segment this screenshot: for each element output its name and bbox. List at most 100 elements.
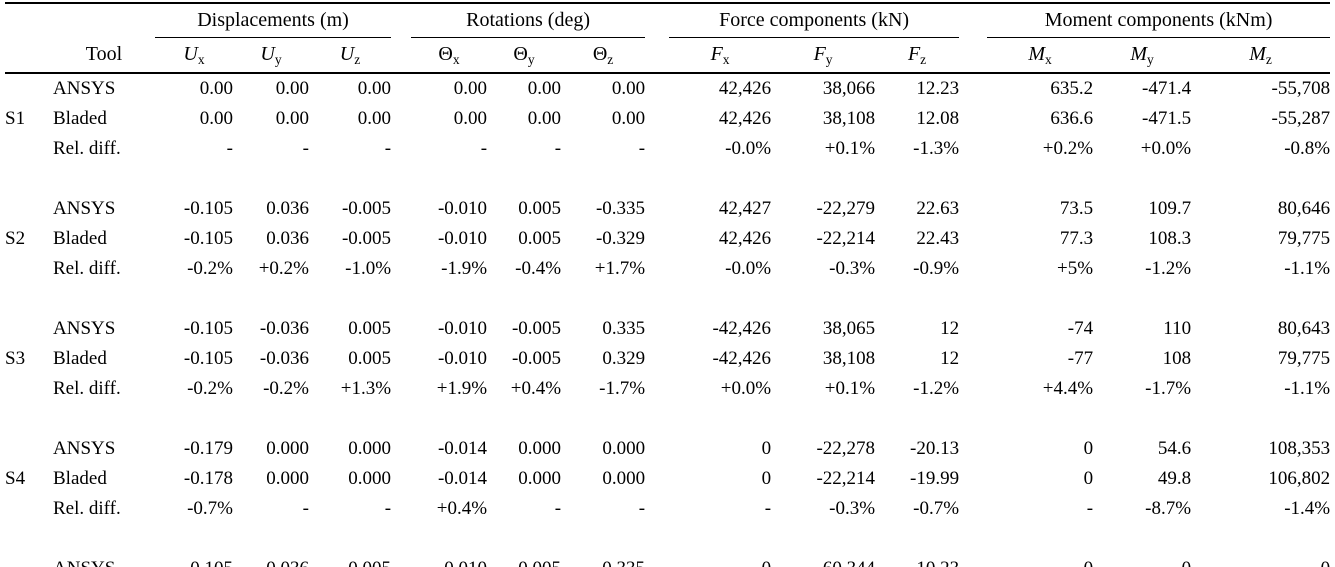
gap-cell: [391, 554, 411, 567]
cell-value: -0.335: [595, 198, 646, 219]
cell-uz: 0.005: [309, 314, 391, 344]
cell-tz: -: [561, 134, 645, 164]
cell-value: -42,426: [712, 318, 772, 339]
cell-value: 0.00: [453, 108, 488, 129]
cell-value: 0.036: [266, 228, 309, 249]
cell-value: +0.2%: [1042, 138, 1094, 159]
cell-ux: -: [155, 134, 233, 164]
col-group-title: Moment components (kNm): [1044, 9, 1273, 31]
cell-ux: -0.179: [155, 434, 233, 464]
cell-uz: -1.0%: [309, 254, 391, 284]
gap-cell: [959, 194, 987, 224]
tool-cell: Bladed: [53, 224, 155, 254]
gap-cell: [645, 554, 669, 567]
cell-ux: -0.105: [155, 554, 233, 567]
cell-value: +0.1%: [824, 378, 876, 399]
cell-value: 108: [1162, 348, 1192, 369]
gap-cell: [391, 134, 411, 164]
gap-cell: [959, 464, 987, 494]
cell-mz: 108,353: [1191, 434, 1330, 464]
cell-ty: 0.000: [487, 464, 561, 494]
cell-mx: 0: [987, 434, 1094, 464]
col-header-uz: Uz: [309, 37, 392, 74]
cell-value: +4.4%: [1042, 378, 1094, 399]
cell-value: 109.7: [1148, 198, 1192, 219]
gap-cell: [959, 104, 987, 134]
cell-value: 60,344: [823, 558, 875, 567]
cell-value: -1.0%: [345, 258, 392, 279]
cell-mz: -55,708: [1191, 73, 1331, 104]
cell-value: 0.005: [518, 228, 562, 249]
cell-fx: 42,426: [669, 73, 771, 104]
gap-cell: [391, 494, 411, 524]
tool-cell: ANSYS: [53, 73, 155, 104]
cell-uy: -0.2%: [233, 374, 309, 404]
cell-mx: -77: [987, 344, 1093, 374]
col-header-uy: Uy: [233, 37, 309, 74]
cell-value: -0.8%: [1284, 138, 1331, 159]
gap-cell: [391, 434, 411, 464]
cell-value: -22,214: [816, 468, 876, 489]
comparison-table: Displacements (m) Rotations (deg) Force co…: [5, 2, 1331, 567]
tool-name: ANSYS: [53, 78, 116, 99]
cell-uz: -0.005: [309, 554, 391, 567]
gap-cell: [391, 2, 412, 38]
cell-value: 22.43: [916, 228, 960, 249]
col-header-symbol: F: [710, 42, 723, 65]
tool-cell: Rel. diff.: [53, 254, 155, 284]
cell-my: -1.2%: [1093, 254, 1191, 284]
cell-value: -0.2%: [187, 258, 233, 279]
cell-value: -0.105: [184, 558, 233, 567]
col-header-my: My: [1093, 37, 1192, 74]
cell-value: -0.014: [437, 438, 488, 459]
cell-uy: 0.000: [233, 434, 309, 464]
col-header-mz: Mz: [1191, 37, 1331, 74]
cell-fx: 42,426: [669, 104, 771, 134]
cell-value: -0.3%: [829, 498, 876, 519]
column-group-row: Displacements (m) Rotations (deg) Force co…: [5, 2, 1331, 38]
tool-cell: Rel. diff.: [53, 134, 155, 164]
cell-uy: 0.036: [233, 224, 309, 254]
col-group-forces: Force components (kN): [669, 2, 960, 38]
col-group-displacements: Displacements (m): [155, 2, 392, 38]
cell-uz: -: [309, 494, 391, 524]
row-group-label: S2: [5, 228, 26, 249]
cell-mz: 106,802: [1191, 464, 1330, 494]
tool-cell: ANSYS: [53, 194, 155, 224]
cell-uy: 0.036: [233, 554, 309, 567]
tool-name: Rel. diff.: [53, 498, 121, 519]
cell-mx: 635.2: [987, 73, 1093, 104]
col-header-fz: Fz: [875, 37, 960, 74]
cell-value: 80,646: [1277, 198, 1331, 219]
cell-uz: 0.000: [309, 434, 391, 464]
cell-value: 0.00: [453, 78, 488, 99]
cell-value: 0.000: [602, 438, 646, 459]
cell-value: 0.00: [527, 108, 562, 129]
tool-name: ANSYS: [53, 558, 115, 567]
cell-value: -: [1086, 498, 1094, 519]
col-header-mx: Mx: [987, 37, 1094, 74]
cell-value: 38,108: [822, 348, 876, 369]
cell-value: 22.63: [916, 198, 960, 219]
col-header-symbol: U: [183, 42, 198, 65]
cell-tz: +1.7%: [561, 254, 645, 284]
gap-cell: [391, 314, 411, 344]
cell-value: -42,426: [712, 348, 772, 369]
cell-fy: 60,344: [771, 554, 875, 567]
cell-value: 79,775: [1277, 348, 1331, 369]
cell-fz: -0.9%: [875, 254, 959, 284]
table-row-s1-0: S1 ANSYS 0.00 0.00 0.00 0.00 0.00 0.00 42,426 38,…: [5, 73, 1331, 129]
cell-value: -0.0%: [725, 258, 772, 279]
cell-value: 38,065: [822, 318, 876, 339]
tool-name: Bladed: [53, 228, 107, 249]
cell-tx: +1.9%: [411, 374, 487, 404]
cell-value: 42,426: [718, 78, 772, 99]
col-header-subscript: z: [607, 51, 614, 67]
col-header-fy: Fy: [771, 37, 876, 74]
cell-tz: -1.7%: [561, 374, 645, 404]
cell-value: 0.335: [602, 318, 646, 339]
gap-cell: [959, 37, 988, 74]
gap-cell: [645, 73, 669, 104]
cell-value: -22,214: [816, 228, 876, 249]
cell-uz: 0.00: [309, 104, 391, 134]
